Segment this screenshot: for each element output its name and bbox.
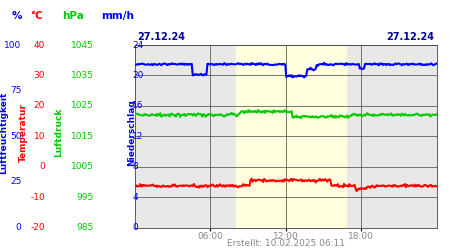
Text: Temperatur: Temperatur <box>19 103 28 162</box>
Text: 8: 8 <box>132 162 138 171</box>
Text: 12: 12 <box>132 132 144 141</box>
Text: 0: 0 <box>16 223 22 232</box>
Text: 20: 20 <box>132 71 144 80</box>
Text: 1005: 1005 <box>71 162 94 171</box>
Text: 4: 4 <box>132 192 138 202</box>
Text: 27.12.24: 27.12.24 <box>137 32 185 42</box>
Text: °C: °C <box>31 11 43 21</box>
Bar <box>236 45 346 228</box>
Text: 1045: 1045 <box>71 40 94 50</box>
Text: 30: 30 <box>33 71 45 80</box>
Text: 1035: 1035 <box>71 71 94 80</box>
Text: Luftdruck: Luftdruck <box>54 108 63 157</box>
Text: Niederschlag: Niederschlag <box>127 99 136 166</box>
Text: 20: 20 <box>34 101 45 110</box>
Text: hPa: hPa <box>62 11 84 21</box>
Text: 985: 985 <box>76 223 94 232</box>
Text: %: % <box>12 11 22 21</box>
Text: 10: 10 <box>33 132 45 141</box>
Text: Luftfeuchtigkeit: Luftfeuchtigkeit <box>0 91 8 174</box>
Text: 40: 40 <box>34 40 45 50</box>
Text: -10: -10 <box>30 192 45 202</box>
Text: 25: 25 <box>10 178 22 186</box>
Text: 50: 50 <box>10 132 22 141</box>
Text: 16: 16 <box>132 101 144 110</box>
Text: 0: 0 <box>39 162 45 171</box>
Text: 995: 995 <box>76 192 94 202</box>
Text: 0: 0 <box>132 223 138 232</box>
Text: 27.12.24: 27.12.24 <box>386 32 434 42</box>
Text: 75: 75 <box>10 86 22 95</box>
Text: 24: 24 <box>132 40 144 50</box>
Text: mm/h: mm/h <box>101 11 135 21</box>
Text: 100: 100 <box>4 40 22 50</box>
Text: Erstellt: 10.02.2025 06:11: Erstellt: 10.02.2025 06:11 <box>227 238 345 248</box>
Text: -20: -20 <box>31 223 45 232</box>
Text: 1025: 1025 <box>71 101 94 110</box>
Text: 1015: 1015 <box>71 132 94 141</box>
